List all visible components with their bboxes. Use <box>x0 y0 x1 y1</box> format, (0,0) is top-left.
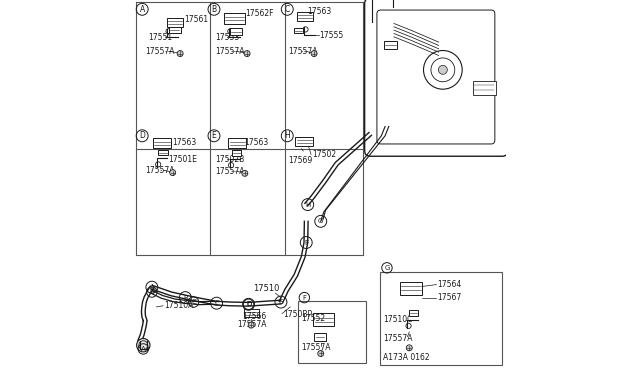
Text: 17557A: 17557A <box>215 47 244 56</box>
Text: E: E <box>279 299 283 305</box>
Text: 17561: 17561 <box>184 15 209 24</box>
Bar <box>473 81 495 95</box>
Bar <box>166 18 183 27</box>
Text: 17552: 17552 <box>301 314 326 323</box>
Bar <box>400 282 422 295</box>
Text: C: C <box>285 5 290 14</box>
Bar <box>409 310 419 316</box>
Text: 17562F: 17562F <box>245 9 273 17</box>
Text: B: B <box>183 295 188 301</box>
Circle shape <box>406 345 412 351</box>
FancyBboxPatch shape <box>377 10 495 144</box>
Circle shape <box>170 170 175 176</box>
Text: 17557A: 17557A <box>301 343 331 352</box>
Bar <box>170 27 180 33</box>
Circle shape <box>177 51 183 57</box>
Text: 17569: 17569 <box>289 156 312 165</box>
Text: 17555: 17555 <box>319 31 344 40</box>
Circle shape <box>318 350 324 356</box>
Text: 17501E: 17501E <box>168 155 197 164</box>
Bar <box>296 137 314 146</box>
Text: H: H <box>305 202 310 208</box>
Circle shape <box>244 51 250 57</box>
Bar <box>384 41 397 49</box>
Text: 17563: 17563 <box>244 138 268 147</box>
Text: D: D <box>140 131 145 140</box>
Bar <box>158 150 168 155</box>
Text: C: C <box>214 300 219 306</box>
Text: G: G <box>384 265 390 271</box>
Circle shape <box>136 339 150 352</box>
Text: 17557A: 17557A <box>383 334 413 343</box>
Bar <box>298 301 367 363</box>
Circle shape <box>438 65 447 74</box>
Text: 17563: 17563 <box>172 138 196 147</box>
Text: A: A <box>140 5 145 14</box>
Bar <box>294 28 303 33</box>
Bar <box>380 272 502 365</box>
Circle shape <box>311 51 317 57</box>
Bar <box>232 150 241 156</box>
Bar <box>230 28 243 35</box>
Text: B: B <box>211 5 216 14</box>
Text: A: A <box>141 346 146 352</box>
Circle shape <box>242 170 248 176</box>
Text: 17502B: 17502B <box>215 155 244 164</box>
Text: H: H <box>284 131 290 140</box>
Bar <box>228 138 246 148</box>
Text: 17502: 17502 <box>312 150 336 159</box>
Circle shape <box>248 322 254 328</box>
Text: F: F <box>302 295 307 301</box>
Text: 17557A: 17557A <box>145 47 175 56</box>
Text: 17557A: 17557A <box>145 166 175 175</box>
Bar <box>224 13 244 24</box>
Text: 17510: 17510 <box>253 284 279 293</box>
Text: 17566: 17566 <box>242 312 266 321</box>
Bar <box>297 12 314 21</box>
Text: G: G <box>318 218 323 224</box>
Bar <box>244 309 259 317</box>
Text: 17510A: 17510A <box>164 301 193 310</box>
Bar <box>153 138 171 148</box>
FancyBboxPatch shape <box>365 0 508 156</box>
Text: A173A 0162: A173A 0162 <box>383 353 430 362</box>
Text: 17551: 17551 <box>148 33 172 42</box>
Text: 17510C: 17510C <box>383 315 413 324</box>
Text: F: F <box>304 240 308 246</box>
Text: A: A <box>150 284 154 290</box>
Text: C: C <box>191 299 196 305</box>
Text: 17563: 17563 <box>307 7 332 16</box>
Text: B: B <box>150 289 154 295</box>
Text: 17557A: 17557A <box>215 167 244 176</box>
Bar <box>314 313 334 326</box>
Text: 17564: 17564 <box>437 280 461 289</box>
Text: 17567: 17567 <box>437 293 461 302</box>
Text: D: D <box>246 301 252 307</box>
Text: E: E <box>212 131 216 140</box>
Bar <box>314 333 326 341</box>
Text: 1750BP: 1750BP <box>283 310 312 319</box>
Text: 17553: 17553 <box>215 33 239 42</box>
Text: 17557A: 17557A <box>289 47 318 56</box>
Text: D: D <box>246 301 252 307</box>
Text: 17557A: 17557A <box>237 320 267 329</box>
